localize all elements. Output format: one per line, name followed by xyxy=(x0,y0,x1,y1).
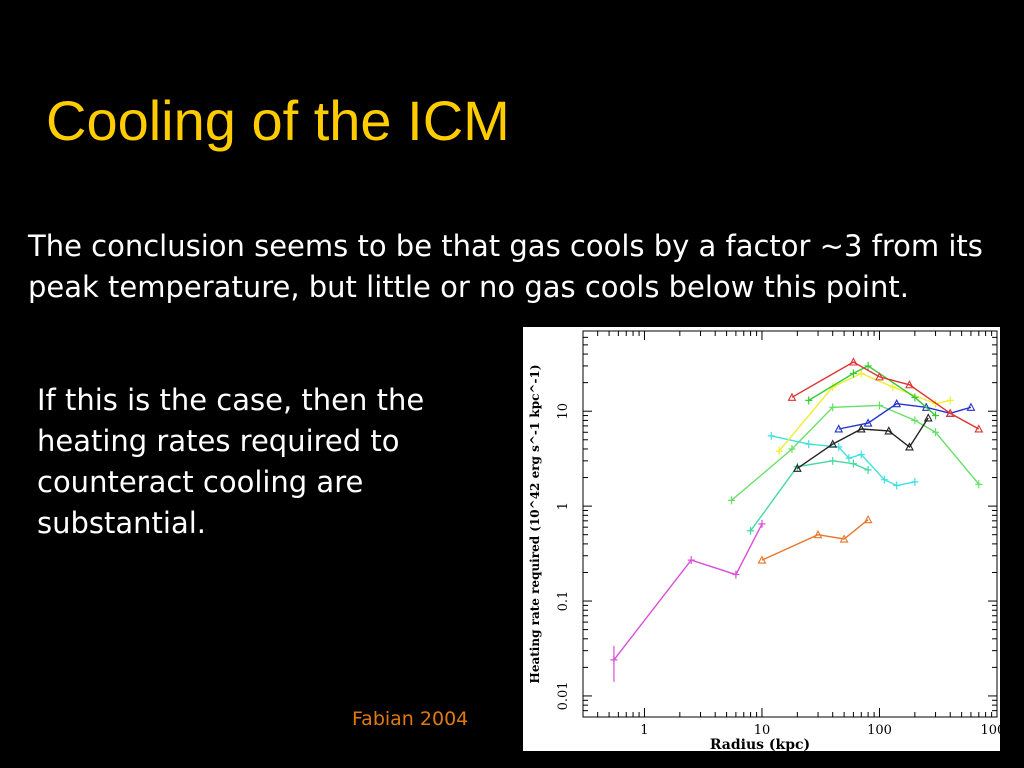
data-point-marker xyxy=(732,570,740,579)
data-point-marker xyxy=(787,392,797,401)
x-tick-label: 100 xyxy=(867,723,892,738)
data-point-marker xyxy=(829,403,837,412)
y-tick-label: 1 xyxy=(556,502,571,510)
data-point-marker xyxy=(805,440,813,449)
data-point-marker xyxy=(864,361,872,370)
series-line xyxy=(791,361,980,430)
conclusion-paragraph: The conclusion seems to be that gas cool… xyxy=(28,229,983,304)
data-point-marker xyxy=(863,515,873,524)
series-line xyxy=(761,519,869,561)
data-point-marker xyxy=(966,402,976,411)
plot-frame xyxy=(582,330,998,718)
data-point-marker xyxy=(932,428,940,437)
data-point-marker xyxy=(864,466,872,475)
data-point-marker xyxy=(884,426,894,435)
data-point-marker xyxy=(863,418,873,427)
data-point-marker xyxy=(946,396,954,405)
data-point-marker xyxy=(923,413,933,422)
data-point-marker xyxy=(945,408,955,417)
data-point-marker xyxy=(829,456,837,465)
heating-rates-paragraph: If this is the case, then the heating ra… xyxy=(37,383,425,540)
data-point-marker xyxy=(747,526,755,535)
y-tick-label: 0.1 xyxy=(556,591,571,612)
data-point-marker xyxy=(849,459,857,468)
citation-credit: Fabian 2004 xyxy=(352,708,469,730)
data-point-marker xyxy=(892,399,902,408)
data-point-marker xyxy=(767,431,775,440)
series-line xyxy=(731,404,980,501)
data-point-marker xyxy=(875,401,883,410)
y-axis-label: Heating rate required (10^42 erg s^-1 kp… xyxy=(528,365,542,684)
series-line xyxy=(750,460,869,532)
data-point-marker xyxy=(911,393,919,402)
data-point-marker xyxy=(905,442,914,451)
y-tick-label: 10 xyxy=(556,403,571,420)
x-tick-label: 1 xyxy=(640,723,648,738)
series-4 xyxy=(727,401,983,505)
series-10 xyxy=(787,357,984,433)
data-point-marker xyxy=(845,454,853,463)
data-point-marker xyxy=(775,447,783,456)
data-point-marker xyxy=(974,424,984,433)
data-point-marker xyxy=(921,402,931,411)
data-point-marker xyxy=(856,424,866,433)
data-point-marker xyxy=(805,396,813,405)
data-point-marker xyxy=(911,416,919,425)
data-point-marker xyxy=(687,556,695,565)
data-point-marker xyxy=(875,372,884,381)
series-line xyxy=(796,417,929,469)
data-point-marker xyxy=(889,382,897,391)
series-2 xyxy=(757,515,873,564)
series-6 xyxy=(792,413,933,472)
data-point-marker xyxy=(828,439,838,448)
series-line xyxy=(771,435,916,487)
series-9 xyxy=(805,361,940,420)
data-point-marker xyxy=(727,496,735,505)
data-point-marker xyxy=(911,477,919,486)
data-point-marker xyxy=(975,480,983,489)
series-5 xyxy=(767,431,919,490)
data-point-marker xyxy=(758,519,766,528)
data-point-marker xyxy=(834,424,844,433)
x-axis-label: Radius (kpc) xyxy=(710,737,810,751)
data-point-marker xyxy=(893,481,901,490)
data-point-marker xyxy=(757,555,767,564)
series-line xyxy=(838,402,972,430)
slide-title: Cooling of the ICM xyxy=(46,89,510,152)
data-point-marker xyxy=(792,463,802,472)
data-point-marker xyxy=(857,450,865,459)
series-3 xyxy=(747,456,872,535)
data-point-marker xyxy=(848,357,858,366)
data-point-marker xyxy=(880,475,888,484)
x-tick-label: 10 xyxy=(754,723,771,738)
data-point-marker xyxy=(849,369,857,378)
data-point-marker xyxy=(839,534,849,543)
data-point-marker xyxy=(813,530,823,539)
data-point-marker xyxy=(788,444,796,453)
series-1 xyxy=(610,519,766,664)
data-point-marker xyxy=(905,380,914,389)
data-point-marker xyxy=(932,411,940,420)
data-point-marker xyxy=(857,369,865,378)
x-tick-label: 1000 xyxy=(980,723,1000,738)
series-line xyxy=(778,372,951,452)
y-tick-label: 0.01 xyxy=(556,681,571,710)
series-line xyxy=(613,523,763,661)
